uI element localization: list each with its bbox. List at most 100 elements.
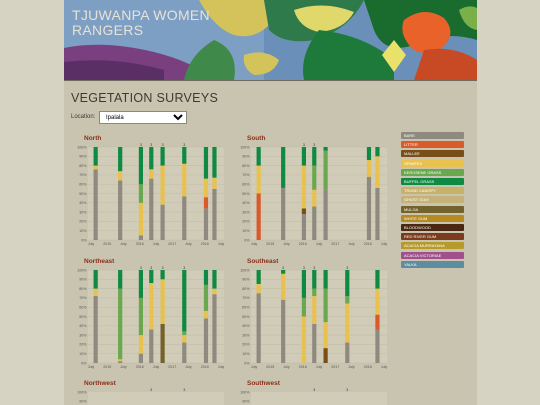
bar-segment-spinifex (256, 165, 261, 194)
bar-segment-buffel-grass (212, 270, 217, 289)
bar-segment-mallee (301, 208, 307, 214)
y-tick-label: 20% (242, 220, 250, 224)
bar-count-label: 3 (150, 266, 152, 270)
y-tick-label: 40% (79, 324, 87, 328)
bar-segment-bare (93, 169, 98, 240)
bar-segment-buffel-grass (301, 147, 307, 166)
y-tick-label: 100% (77, 390, 87, 394)
banner-artwork (64, 0, 477, 80)
bar-segment-buffel-grass (182, 270, 187, 332)
bar-segment-bare (375, 187, 380, 240)
bar-segment-spinifex (182, 335, 187, 343)
legend-item-red-river-gum[interactable]: RED RIVER GUM (401, 233, 464, 241)
bar-count-label: 3 (313, 143, 315, 147)
chart-title-southeast: Southeast (247, 258, 279, 265)
legend-item-acacia-victoriae[interactable]: ACACIA VICTORIAE (401, 251, 464, 259)
bar-segment-bare (366, 176, 372, 240)
legend-item-litter[interactable]: LITTER (401, 141, 464, 149)
legend-item-white-gum[interactable]: WHITE GUM (401, 214, 464, 222)
x-tick-label: 2016 (299, 365, 307, 369)
bar-segment-bare (182, 196, 187, 240)
bar-segment-spinifex (149, 283, 154, 330)
y-tick-label: 10% (79, 352, 87, 356)
bar-segment-bare (312, 206, 317, 240)
bar-segment-buffel-grass (118, 270, 123, 289)
y-tick-label: 20% (79, 343, 87, 347)
bar-segment-buffel-grass (256, 270, 261, 284)
y-tick-label: 50% (79, 315, 87, 319)
legend-item-trunk-canopy[interactable]: TRUNK CANOPY (401, 187, 464, 195)
legend-item-bare[interactable]: BARE (401, 132, 464, 139)
legend-item-bloodwood[interactable]: BLOODWOOD (401, 224, 464, 231)
bar-segment-spinifex (312, 296, 317, 324)
y-tick-label: 90% (79, 155, 87, 159)
bar-count-label: 3 (313, 266, 315, 270)
y-tick-label: 80% (242, 287, 250, 291)
bar-segment-buffel-grass (203, 147, 209, 179)
x-tick-label: July (316, 242, 323, 246)
bar-count-label: 3 (346, 266, 348, 270)
legend-item-buffel-grass[interactable]: BUFFEL GRASS (401, 178, 464, 185)
bar-segment-buffel-grass (138, 147, 144, 185)
bar-segment-buffel-grass (138, 270, 144, 298)
bar-segment-bare (182, 342, 187, 363)
bar-segment-bare (203, 318, 209, 363)
bar-count-label: 3 (303, 266, 305, 270)
x-tick-label: 2017 (168, 242, 176, 246)
x-tick-label: July (120, 242, 127, 246)
legend-item-ghost-gum[interactable]: GHOST GUM (401, 196, 464, 204)
bar-segment-kerosene-grass (182, 331, 187, 336)
x-tick-label: July (153, 242, 160, 246)
bar-segment-bare (118, 361, 123, 363)
bar-segment-buffel-grass (149, 270, 154, 284)
y-tick-label: 60% (79, 183, 87, 187)
bar-segment-spinifex (138, 335, 144, 354)
legend-item-kerosene-grass[interactable]: KEROSENE GRASS (401, 168, 464, 176)
y-tick-label: 70% (79, 296, 87, 300)
legend-item-mulga[interactable]: MULGA (401, 205, 464, 213)
bar-segment-spinifex (301, 316, 307, 363)
x-tick-label: 2016 (136, 242, 144, 246)
x-tick-label: July (316, 365, 323, 369)
bar-segment-buffel-grass (149, 147, 154, 170)
bar-segment-bare (256, 293, 261, 363)
y-tick-label: 90% (242, 400, 250, 404)
banner-title: TJUWANPA WOMEN RANGERS (72, 7, 210, 38)
bar-segment-buffel-grass (160, 270, 165, 280)
page-title: VEGETATION SURVEYS (71, 91, 219, 105)
legend-item-acacia-murrayana[interactable]: ACACIA MURRAYANA (401, 242, 464, 250)
bar-segment-kerosene-grass (138, 297, 144, 336)
y-tick-label: 80% (79, 164, 87, 168)
bar-segment-spinifex (375, 288, 380, 315)
bar-segment-buffel-grass (323, 270, 328, 289)
bar-count-label: 3 (150, 388, 152, 392)
y-tick-label: 10% (242, 352, 250, 356)
x-tick-label: July (185, 365, 192, 369)
y-tick-label: 40% (242, 201, 250, 205)
bar-segment-buffel-grass (160, 147, 165, 166)
bar-count-label: 3 (150, 143, 152, 147)
y-tick-label: 40% (242, 324, 250, 328)
legend-item-yalka[interactable]: YALKA (401, 260, 464, 268)
bar-count-label: 3 (346, 388, 348, 392)
bar-segment-spinifex (118, 359, 123, 362)
bar-segment-buffel-grass (256, 147, 261, 166)
x-tick-label: 2018 (201, 242, 209, 246)
bar-segment-spinifex (160, 279, 165, 324)
bar-segment-bare (345, 342, 350, 363)
y-tick-label: 90% (242, 155, 250, 159)
x-tick-label: 2017 (331, 365, 339, 369)
bar-segment-spinifex (182, 163, 187, 197)
bar-segment-buffel-grass (323, 147, 328, 151)
bar-segment-buffel-grass (212, 147, 217, 178)
legend-item-mallee[interactable]: MALLEE (401, 150, 464, 158)
chart-title-northeast: Northeast (84, 258, 115, 265)
bar-segment-kerosene-grass (301, 297, 307, 317)
y-tick-label: 20% (79, 220, 87, 224)
bar-segment-bare (138, 235, 144, 240)
bar-segment-litter (375, 314, 380, 330)
location-select[interactable]: Ipalala (99, 111, 187, 124)
y-tick-label: 30% (242, 333, 250, 337)
legend-item-spinifex[interactable]: SPINIFEX (401, 159, 464, 167)
bar-count-label: 3 (162, 143, 164, 147)
